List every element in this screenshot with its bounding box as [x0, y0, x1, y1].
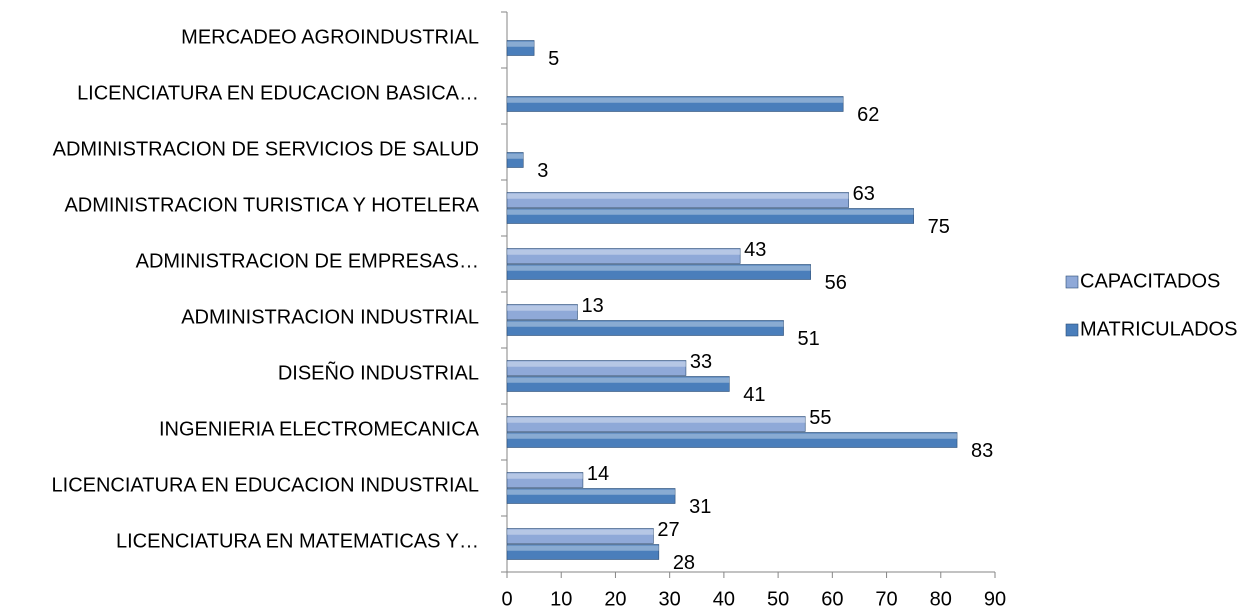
value-label: 14 [587, 463, 609, 485]
bar [506, 360, 687, 376]
bar-highlight [507, 377, 730, 383]
bar-highlight [507, 433, 958, 439]
x-tick-label: 70 [875, 588, 897, 607]
y-tick-label: INGENIERIA ELECTROMECANICA [159, 418, 480, 440]
bar-highlight [507, 249, 741, 255]
bar-highlight [507, 321, 784, 327]
bar [506, 304, 578, 320]
x-tick-label: 40 [713, 588, 735, 607]
value-label: 41 [743, 384, 765, 406]
bar-highlight [507, 97, 844, 103]
bar [506, 528, 654, 544]
bar-highlight [507, 529, 654, 535]
value-label: 51 [798, 328, 820, 350]
y-tick-label: ADMINISTRACION DE EMPRESAS… [136, 250, 479, 272]
bar [506, 40, 535, 56]
bar [506, 152, 524, 168]
value-label: 5 [548, 48, 559, 70]
value-label: 31 [689, 496, 711, 518]
bar-highlight [507, 545, 659, 551]
x-tick-label: 20 [604, 588, 626, 607]
legend-label: CAPACITADOS [1080, 270, 1220, 292]
legend-label: MATRICULADOS [1080, 318, 1237, 340]
value-label: 13 [581, 295, 603, 317]
x-tick-label: 80 [930, 588, 952, 607]
bar-highlight [507, 489, 676, 495]
value-label: 56 [825, 272, 847, 294]
bar-highlight [507, 361, 686, 367]
bar [506, 472, 584, 488]
bar [506, 192, 849, 208]
bar [506, 96, 844, 112]
x-tick-label: 30 [659, 588, 681, 607]
legend-swatch [1065, 275, 1079, 289]
bar [506, 544, 660, 560]
bar-highlight [507, 209, 914, 215]
value-label: 75 [928, 216, 950, 238]
y-tick-label: ADMINISTRACION INDUSTRIAL [181, 306, 479, 328]
value-label: 62 [857, 104, 879, 126]
bar-highlight [507, 417, 806, 423]
bar-highlight [507, 265, 811, 271]
x-tick-label: 0 [501, 588, 512, 607]
value-label: 43 [744, 239, 766, 261]
bar-highlight [507, 41, 535, 47]
bar [506, 264, 811, 280]
value-label: 3 [537, 160, 548, 182]
y-tick-label: ADMINISTRACION DE SERVICIOS DE SALUD [53, 138, 479, 160]
bar [506, 432, 958, 448]
y-tick-label: LICENCIATURA EN EDUCACION BASICA… [77, 82, 479, 104]
bar [506, 376, 730, 392]
value-label: 83 [971, 440, 993, 462]
value-label: 33 [690, 351, 712, 373]
value-label: 28 [673, 552, 695, 574]
value-label: 63 [853, 183, 875, 205]
x-tick-label: 60 [821, 588, 843, 607]
bar-highlight [507, 193, 849, 199]
value-label: 27 [657, 519, 679, 541]
bar-highlight [507, 473, 583, 479]
bar-highlight [507, 153, 524, 159]
bar [506, 248, 741, 264]
bar [506, 416, 806, 432]
x-tick-label: 50 [767, 588, 789, 607]
y-tick-label: LICENCIATURA EN EDUCACION INDUSTRIAL [52, 474, 479, 496]
legend-swatch [1065, 323, 1079, 337]
bar-highlight [507, 305, 578, 311]
y-tick-label: ADMINISTRACION TURISTICA Y HOTELERA [64, 194, 479, 216]
y-tick-label: LICENCIATURA EN MATEMATICAS Y… [116, 530, 479, 552]
value-label: 55 [809, 407, 831, 429]
x-tick-label: 10 [550, 588, 572, 607]
bar [506, 208, 914, 224]
y-tick-label: DISEÑO INDUSTRIAL [278, 360, 479, 384]
y-tick-label: MERCADEO AGROINDUSTRIAL [181, 26, 479, 48]
bar [506, 320, 784, 336]
bar [506, 488, 676, 504]
x-tick-label: 90 [984, 588, 1006, 607]
